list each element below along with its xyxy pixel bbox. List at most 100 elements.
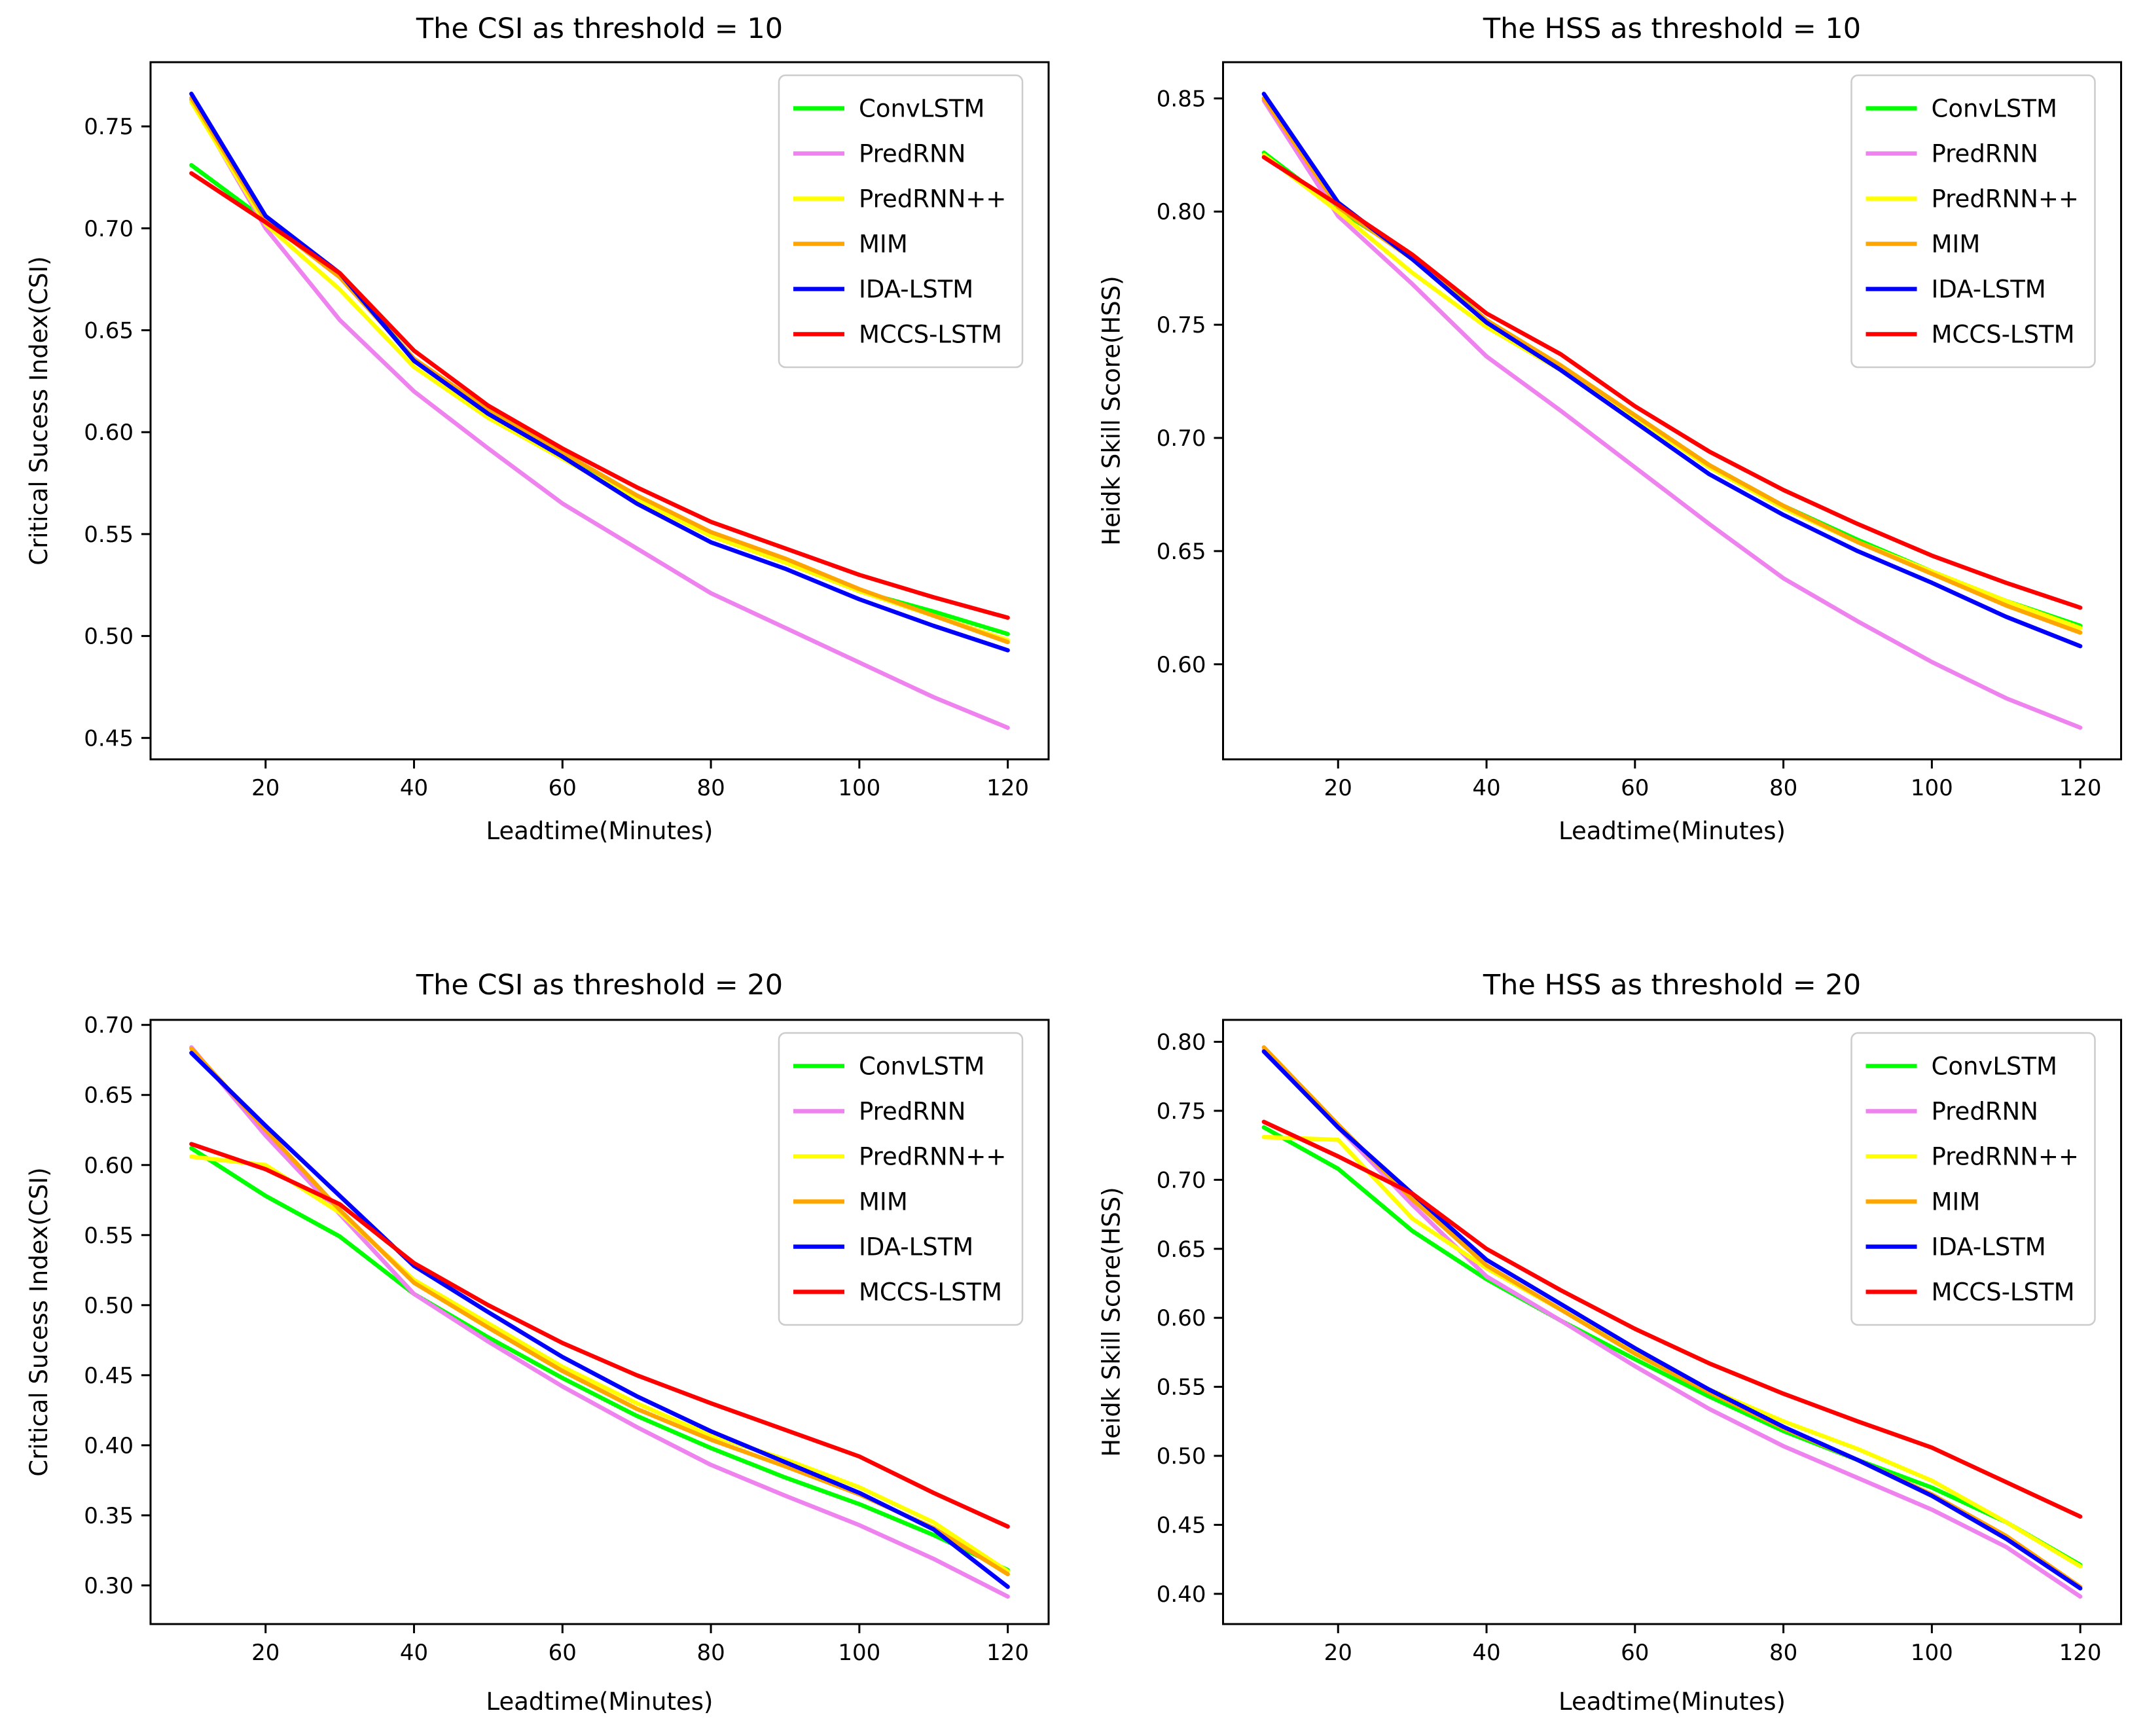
x-tick-label: 80 <box>696 775 725 801</box>
series-line-mccs-lstm <box>189 171 1010 620</box>
series-line-ida-lstm <box>1261 1049 2083 1591</box>
y-axis-label: Critical Sucess Index(CSI) <box>25 1167 53 1477</box>
y-tick-label: 0.60 <box>84 1153 134 1179</box>
chart-csi-threshold-10: 20 40 60 80 100 120 0.45 0.50 0.55 0.60 0.65 0.70 0.… <box>0 0 1072 868</box>
subplot-svg: 20 40 60 80 100 120 0.40 0.45 0.50 0.55 0.60 0.65 0.… <box>1098 969 2122 1716</box>
series-line-mim <box>189 96 1010 645</box>
y-tick-label: 0.50 <box>84 624 134 650</box>
y-tick-label: 0.75 <box>1157 1098 1206 1125</box>
legend-label: PredRNN++ <box>859 1143 1006 1171</box>
legend-box <box>1850 1032 2096 1326</box>
y-tick-label: 0.65 <box>84 1083 134 1109</box>
legend-label: MCCS-LSTM <box>859 1278 1002 1307</box>
y-tick-label: 0.55 <box>84 522 134 548</box>
x-tick-label: 80 <box>1769 775 1797 801</box>
chart-csi-threshold-20: 20 40 60 80 100 120 0.30 0.35 0.40 0.45 0.50 0.55 0.… <box>0 868 1072 1736</box>
series-line-convlstm <box>189 1146 1010 1572</box>
legend-box <box>778 1032 1024 1326</box>
legend-label: MIM <box>859 230 908 259</box>
y-tick-label: 0.55 <box>1157 1375 1206 1401</box>
y-tick-label: 0.60 <box>1157 652 1206 678</box>
axes-frame <box>1222 61 2122 761</box>
y-tick-label: 0.55 <box>84 1223 134 1249</box>
y-axis-label: Heidk Skill Score(HSS) <box>1098 276 1126 545</box>
x-tick-label: 40 <box>400 775 428 801</box>
series-line-mccs-lstm <box>1261 1119 2083 1519</box>
y-tick-label: 0.65 <box>1157 539 1206 565</box>
y-tick-label: 0.60 <box>84 420 134 446</box>
series-line-mccs-lstm <box>189 1142 1010 1529</box>
subplot-svg: 20 40 60 80 100 120 0.30 0.35 0.40 0.45 0.50 0.55 0.… <box>25 969 1050 1716</box>
y-tick-label: 0.40 <box>84 1433 134 1459</box>
x-tick-label: 60 <box>549 775 577 801</box>
legend-label: MIM <box>1932 1188 1981 1216</box>
legend-label: PredRNN++ <box>1932 185 2079 213</box>
x-tick-label: 20 <box>1324 775 1352 801</box>
legend-label: IDA-LSTM <box>859 1233 973 1261</box>
x-tick-label: 80 <box>696 1640 725 1666</box>
chart-hss-threshold-10: 20 40 60 80 100 120 0.60 0.65 0.70 0.75 0.80 0.85 Th… <box>1072 0 2145 868</box>
y-tick-label: 0.85 <box>1157 86 1206 112</box>
y-tick-label: 0.70 <box>1157 1167 1206 1193</box>
x-tick-label: 20 <box>251 1640 279 1666</box>
chart-title: The CSI as threshold = 20 <box>416 969 783 1002</box>
y-tick-label: 0.60 <box>1157 1305 1206 1331</box>
legend-label: MIM <box>1932 230 1981 259</box>
y-tick-label: 0.75 <box>1157 312 1206 338</box>
series-line-ida-lstm <box>1261 92 2083 649</box>
series-line-ida-lstm <box>189 1051 1010 1589</box>
x-tick-label: 20 <box>1324 1640 1352 1666</box>
y-tick-label: 0.80 <box>1157 1030 1206 1056</box>
y-tick-label: 0.45 <box>1157 1512 1206 1538</box>
series-line-predrnn <box>189 98 1010 730</box>
x-axis-label: Leadtime(Minutes) <box>486 817 713 845</box>
chart-hss-threshold-20: 20 40 60 80 100 120 0.40 0.45 0.50 0.55 0.60 0.65 0.… <box>1072 868 2145 1736</box>
series-line-convlstm <box>1261 1125 2083 1567</box>
x-tick-label: 40 <box>400 1640 428 1666</box>
y-tick-label: 0.50 <box>84 1293 134 1319</box>
y-tick-label: 0.65 <box>84 317 134 344</box>
x-axis-label: Leadtime(Minutes) <box>486 1688 713 1716</box>
y-tick-label: 0.40 <box>1157 1582 1206 1608</box>
legend-label: PredRNN++ <box>1932 1143 2079 1171</box>
x-tick-label: 120 <box>2059 1640 2102 1666</box>
legend-label: MCCS-LSTM <box>1932 321 2075 349</box>
legend-label: PredRNN <box>859 1098 965 1126</box>
legend-label: MCCS-LSTM <box>859 321 1002 349</box>
legend-box <box>1850 74 2096 369</box>
chart-title: The HSS as threshold = 10 <box>1483 12 1861 45</box>
x-axis-label: Leadtime(Minutes) <box>1559 817 1786 845</box>
legend-label: ConvLSTM <box>859 95 984 123</box>
legend-label: IDA-LSTM <box>1932 1233 2046 1261</box>
x-tick-label: 120 <box>986 1640 1029 1666</box>
chart-title: The CSI as threshold = 10 <box>416 12 783 45</box>
legend-label: PredRNN <box>859 140 965 168</box>
legend-box <box>778 74 1024 369</box>
x-tick-label: 60 <box>549 1640 577 1666</box>
series-line-predrnn <box>1261 1047 2083 1599</box>
x-tick-label: 120 <box>2059 775 2102 801</box>
x-tick-label: 20 <box>251 775 279 801</box>
x-tick-label: 100 <box>838 1640 880 1666</box>
y-tick-label: 0.75 <box>84 114 134 140</box>
legend-label: ConvLSTM <box>1932 95 2057 123</box>
series-line-predrnn- <box>189 1154 1010 1574</box>
legend-label: ConvLSTM <box>859 1053 984 1081</box>
chart-title: The HSS as threshold = 20 <box>1483 969 1861 1002</box>
legend-label: ConvLSTM <box>1932 1053 2057 1081</box>
x-tick-label: 40 <box>1472 1640 1500 1666</box>
x-axis-label: Leadtime(Minutes) <box>1559 1688 1786 1716</box>
subplot-svg: 20 40 60 80 100 120 0.60 0.65 0.70 0.75 0.80 0.85 Th… <box>1098 12 2122 845</box>
y-tick-label: 0.70 <box>1157 425 1206 452</box>
y-tick-label: 0.70 <box>84 216 134 242</box>
y-axis-label: Heidk Skill Score(HSS) <box>1098 1187 1126 1456</box>
axes-frame <box>1222 1019 2122 1625</box>
axes-frame <box>149 61 1050 761</box>
axes-frame <box>149 1019 1050 1625</box>
legend-label: IDA-LSTM <box>859 276 973 304</box>
legend-label: IDA-LSTM <box>1932 276 2046 304</box>
legend-label: MIM <box>859 1188 908 1216</box>
y-tick-label: 0.70 <box>84 1013 134 1039</box>
y-tick-label: 0.80 <box>1157 199 1206 225</box>
